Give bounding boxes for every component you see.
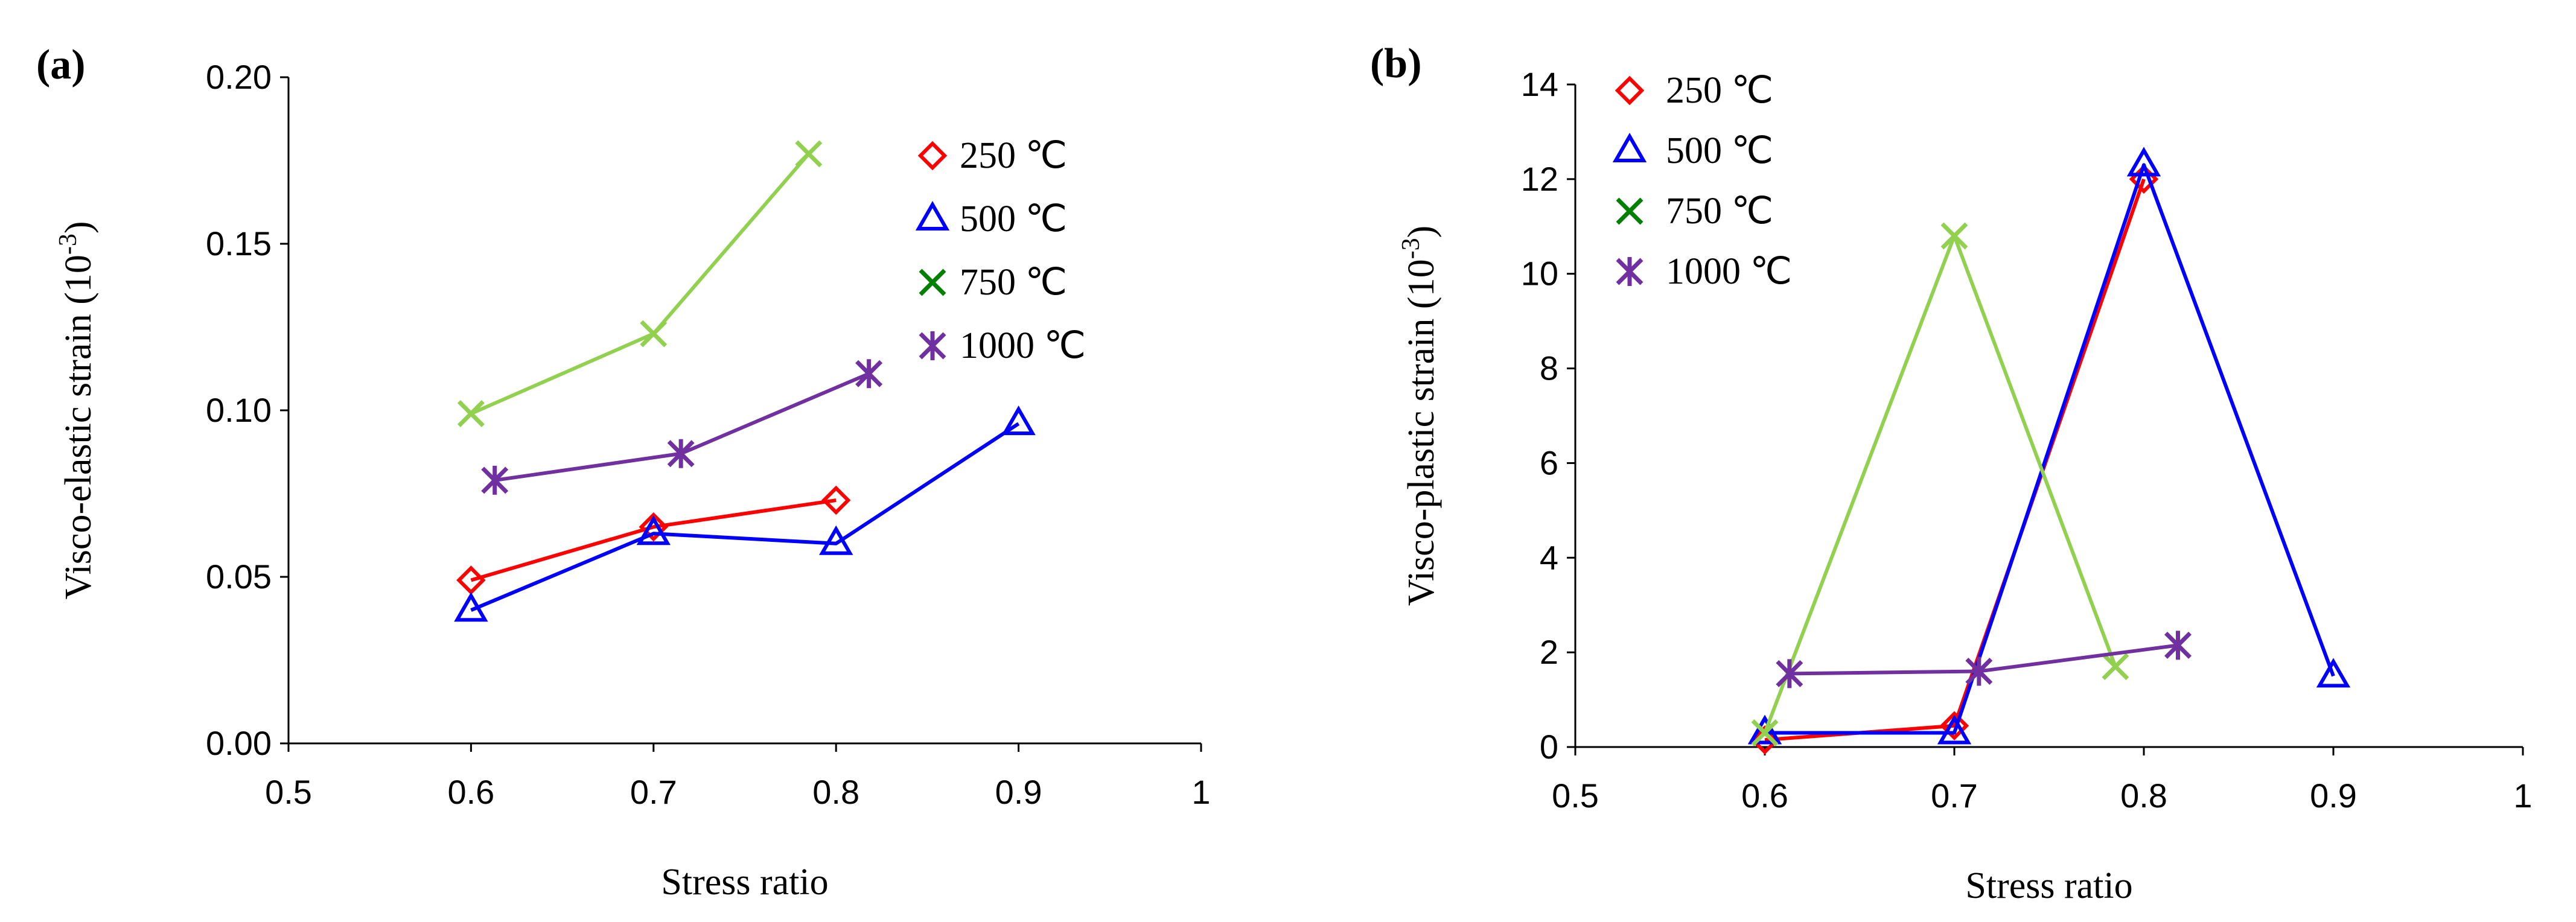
y-tick-label: 14 [1521,65,1558,103]
y-axis-title: Visco-elastic strain (10-3) [54,221,99,600]
data-point [640,320,668,348]
x-tick-label: 1 [1191,773,1210,811]
y-axis-title-exponent: -3 [54,234,82,255]
x-axis-title: Stress ratio [661,862,828,903]
data-point [667,439,695,468]
y-tick-label: 4 [1540,538,1558,576]
y-tick-label: 0 [1540,728,1558,766]
y-axis-title-close: ) [1401,226,1442,238]
x-tick-label: 0.6 [447,773,494,811]
x-tick-label: 0.8 [812,773,859,811]
legend-label: 1000 ℃ [960,325,1086,366]
y-tick-label: 0.15 [206,224,272,262]
panel-a: (a) 0.00 0.05 0.10 0.15 0.20 0.5 0.6 0.7 0.8 0.9 1 S… [36,42,1211,903]
legend-label: 500 ℃ [960,199,1067,240]
x-tick-label: 0.5 [1552,777,1599,815]
data-point [795,140,823,168]
y-tick-label: 0.20 [206,58,272,96]
series-line [1765,163,2335,735]
legend-label: 250 ℃ [960,135,1067,176]
series-2 [1747,147,2351,745]
data-point [1940,222,1968,250]
y-axis-title-main: Visco-elastic strain (10 [58,255,99,599]
y-axis-title-close: ) [58,221,99,234]
series-line [470,498,837,582]
data-point [454,592,488,622]
data-point [2164,631,2192,660]
y-tick-label: 8 [1540,349,1558,387]
legend-marker [1616,257,1643,286]
x-axis-title: Stress ratio [1965,865,2132,906]
legend-label: 500 ℃ [1666,130,1773,171]
data-point [855,359,883,389]
y-tick-label: 0.10 [206,391,272,429]
y-tick-label: 6 [1540,444,1558,482]
series-4 [1776,631,2192,688]
legend-marker [917,141,948,171]
x-tick-label: 0.6 [1741,777,1788,815]
data-point [2126,147,2161,177]
legend-label: 750 ℃ [960,262,1067,303]
data-point [2102,653,2129,681]
data-point [1965,657,1993,686]
series-line [470,422,1020,612]
x-tick-label: 0.9 [995,773,1042,811]
panel-label: (b) [1370,40,1422,87]
data-point [2316,658,2351,688]
data-point [1747,714,1782,745]
series-3 [457,140,823,427]
legend: 250 ℃ 500 ℃ 750 ℃ 1000 ℃ [1612,70,1792,292]
legend-marker [1612,132,1647,162]
y-axis-title-main: Visco-plastic strain (10 [1401,259,1442,606]
legend-label: 250 ℃ [1666,70,1773,111]
x-tick-label: 0.9 [2310,777,2357,815]
data-point [1001,405,1036,436]
y-tick-label: 0.00 [206,724,272,762]
data-point [1751,719,1779,746]
legend-marker [1616,197,1643,225]
panel-b: (b) 0 2 4 6 8 10 12 14 0.5 0.6 0.7 0.8 0.9 1 Stress rat… [1370,40,2533,906]
legend-label: 1000 ℃ [1666,251,1792,292]
x-tick-label: 0.7 [630,773,677,811]
data-point [1937,714,1972,745]
legend-marker [919,269,946,296]
legend-marker [1615,75,1645,106]
y-tick-label: 12 [1521,160,1558,198]
data-point [819,525,853,555]
legend-marker [915,200,950,230]
y-axis-title-exponent: -3 [1397,238,1425,259]
y-tick-label: 10 [1521,255,1558,293]
data-point [821,485,851,515]
data-point [481,465,509,495]
series-3 [1751,222,2129,746]
x-tick-label: 1 [2513,777,2532,815]
y-tick-label: 2 [1540,633,1558,671]
series-line [1764,178,2146,742]
y-axis-title: Visco-plastic strain (10-3) [1397,226,1442,606]
data-point [1776,659,1803,688]
y-tick-label: 0.05 [206,558,272,596]
data-point [636,515,671,545]
legend: 250 ℃ 500 ℃ 750 ℃ 1000 ℃ [915,135,1086,366]
x-tick-label: 0.5 [265,773,312,811]
series-2 [454,405,1036,622]
data-point [1939,711,1969,740]
x-tick-label: 0.7 [1931,777,1978,815]
data-point [457,400,485,427]
legend-marker [919,331,946,360]
legend-label: 750 ℃ [1666,191,1773,232]
panel-label: (a) [36,42,86,88]
series-4 [481,359,883,495]
x-tick-label: 0.8 [2120,777,2167,815]
data-point [639,512,669,542]
